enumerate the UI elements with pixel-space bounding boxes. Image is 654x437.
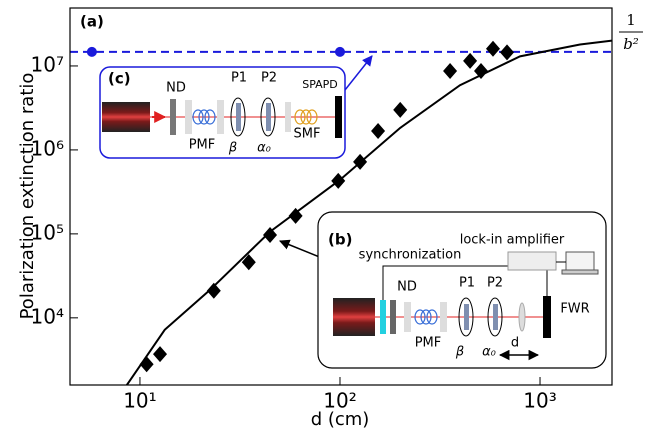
x-tick-label: 10¹ — [123, 389, 156, 413]
pmf-coil — [414, 309, 438, 325]
polarizer — [266, 103, 271, 131]
component-label: P1 — [459, 276, 475, 291]
inset-c-pointer — [344, 55, 373, 91]
data-point — [334, 46, 345, 57]
data-point — [474, 63, 489, 80]
component-label: PMF — [189, 138, 216, 153]
data-point — [241, 254, 256, 271]
lock-in-device — [507, 251, 557, 271]
inset-label: (b) — [328, 231, 352, 249]
component-label: synchronization — [359, 248, 462, 263]
component-label: SMF — [294, 127, 321, 142]
component-label: P1 — [231, 71, 247, 86]
plot-frame — [69, 7, 613, 386]
data-point — [463, 52, 478, 69]
rotator — [487, 297, 503, 337]
data-point — [86, 46, 97, 57]
data-layer — [70, 39, 612, 385]
limit-denominator: b² — [623, 35, 639, 53]
data-point — [353, 153, 368, 170]
data-point — [500, 44, 515, 61]
smf-coil — [294, 109, 318, 125]
polarizer — [236, 103, 241, 131]
data-point — [139, 356, 154, 373]
lens — [217, 100, 224, 134]
laser — [102, 102, 150, 132]
sync-line — [382, 265, 508, 300]
lens — [518, 302, 526, 332]
nd-filter — [390, 300, 396, 334]
component-label: ND — [166, 81, 186, 96]
component-label: α₀ — [482, 345, 497, 360]
data-point — [331, 172, 346, 189]
limit-numerator: 1 — [626, 11, 636, 29]
lens — [440, 302, 447, 332]
polarizer — [464, 304, 469, 330]
chopper — [380, 300, 386, 334]
panel-label: (a) — [80, 13, 104, 31]
component-label: PMF — [415, 336, 442, 351]
data-point — [371, 122, 386, 139]
component-label: β — [228, 141, 237, 156]
data-point — [153, 346, 168, 363]
component-label: d — [511, 336, 519, 351]
component-label: β — [455, 345, 464, 360]
component-label: P2 — [261, 71, 277, 86]
laser — [333, 298, 375, 336]
component-label: FWR — [560, 302, 589, 317]
nd-filter — [170, 99, 176, 135]
lens — [404, 302, 411, 332]
data-point — [443, 63, 458, 80]
component-label: SPAPD — [302, 78, 338, 91]
inset-b: (b) synchronization lock-in amplifier ND… — [317, 211, 607, 369]
component-label: P2 — [487, 276, 503, 291]
x-tick-label: 10² — [323, 389, 356, 413]
lens — [185, 100, 192, 134]
component-label: α₀ — [257, 141, 272, 156]
y-tick-label: 10⁴ — [31, 304, 64, 328]
data-point — [393, 101, 408, 118]
inset-c: (c) ND PMF P1 P2 β α₀ SMF SPAPD — [99, 66, 346, 159]
polarizer — [493, 304, 498, 330]
data-point — [288, 207, 303, 224]
lens — [285, 102, 291, 132]
y-tick-label: 10⁶ — [31, 136, 64, 160]
component-label: ND — [397, 280, 417, 295]
y-axis-label: Polarization extinction ratio — [17, 73, 38, 320]
data-point — [206, 282, 221, 299]
y-tick-label: 10⁵ — [31, 220, 64, 244]
detector — [335, 96, 342, 138]
fit-curve — [126, 39, 612, 385]
rotator — [260, 97, 276, 137]
keyboard — [561, 269, 599, 275]
x-axis-label: d (cm) — [311, 409, 370, 430]
detector — [543, 296, 551, 338]
rotator — [230, 97, 246, 137]
data-point — [485, 40, 500, 57]
y-tick-label: 10⁷ — [31, 52, 64, 76]
pmf-coil — [192, 109, 216, 125]
rotator — [458, 297, 474, 337]
inset-label: (c) — [108, 70, 131, 88]
x-tick-label: 10³ — [523, 389, 556, 413]
computer — [565, 251, 595, 271]
plot-area — [70, 39, 612, 385]
inset-b-pointer — [279, 239, 323, 259]
data-point — [263, 226, 278, 243]
component-label: lock-in amplifier — [460, 233, 565, 248]
